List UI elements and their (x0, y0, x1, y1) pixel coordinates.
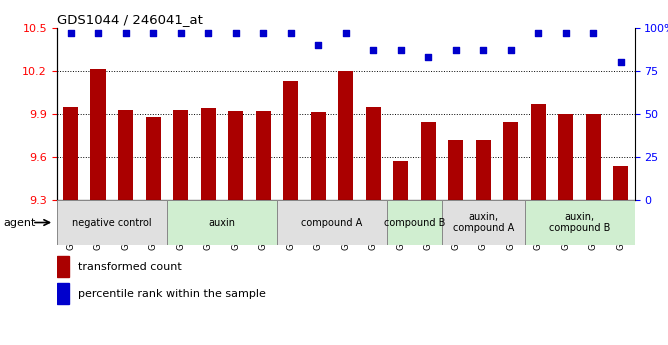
Point (203, 30, 214, 36)
Bar (503, 122, 518, 200)
Bar (586, 114, 601, 200)
Bar (118, 110, 133, 200)
Bar (387, 200, 442, 245)
Point (506, 47, 516, 53)
Bar (167, 200, 277, 245)
Point (258, 30, 269, 36)
Bar (365, 107, 381, 200)
Bar (57, 200, 167, 245)
Text: compound B: compound B (384, 218, 445, 227)
Text: auxin,
compound A: auxin, compound A (453, 212, 514, 233)
Bar (90, 69, 106, 200)
Bar (613, 166, 629, 200)
Bar (448, 140, 464, 200)
Point (175, 30, 186, 36)
Text: agent: agent (3, 218, 35, 227)
Bar (393, 161, 408, 200)
Bar (476, 140, 491, 200)
Bar (277, 200, 387, 245)
Bar (57, 256, 69, 277)
Text: GDS1044 / 246041_at: GDS1044 / 246041_at (57, 13, 202, 27)
Bar (558, 114, 573, 200)
Bar (524, 200, 635, 245)
Text: percentile rank within the sample: percentile rank within the sample (78, 289, 266, 299)
Point (230, 30, 241, 36)
Bar (338, 71, 353, 200)
Bar (173, 110, 188, 200)
Bar (200, 108, 216, 200)
Point (615, 59, 626, 65)
Point (423, 54, 434, 60)
Point (533, 30, 544, 36)
Bar (442, 200, 524, 245)
Bar (228, 111, 243, 200)
Point (120, 30, 131, 36)
Bar (421, 122, 436, 200)
Point (395, 47, 406, 53)
Point (313, 42, 323, 48)
Bar (311, 112, 326, 200)
Bar (146, 117, 160, 200)
Bar (57, 283, 69, 304)
Point (560, 30, 571, 36)
Text: negative control: negative control (72, 218, 152, 227)
Point (588, 30, 599, 36)
Bar (63, 107, 78, 200)
Point (341, 30, 351, 36)
Point (285, 30, 296, 36)
Bar (283, 81, 298, 200)
Text: compound A: compound A (301, 218, 363, 227)
Point (93, 30, 104, 36)
Point (368, 47, 379, 53)
Text: auxin,
compound B: auxin, compound B (549, 212, 611, 233)
Point (450, 47, 461, 53)
Point (148, 30, 158, 36)
Text: auxin: auxin (208, 218, 235, 227)
Point (65, 30, 76, 36)
Text: transformed count: transformed count (78, 262, 182, 272)
Bar (256, 111, 271, 200)
Bar (531, 104, 546, 200)
Point (478, 47, 488, 53)
